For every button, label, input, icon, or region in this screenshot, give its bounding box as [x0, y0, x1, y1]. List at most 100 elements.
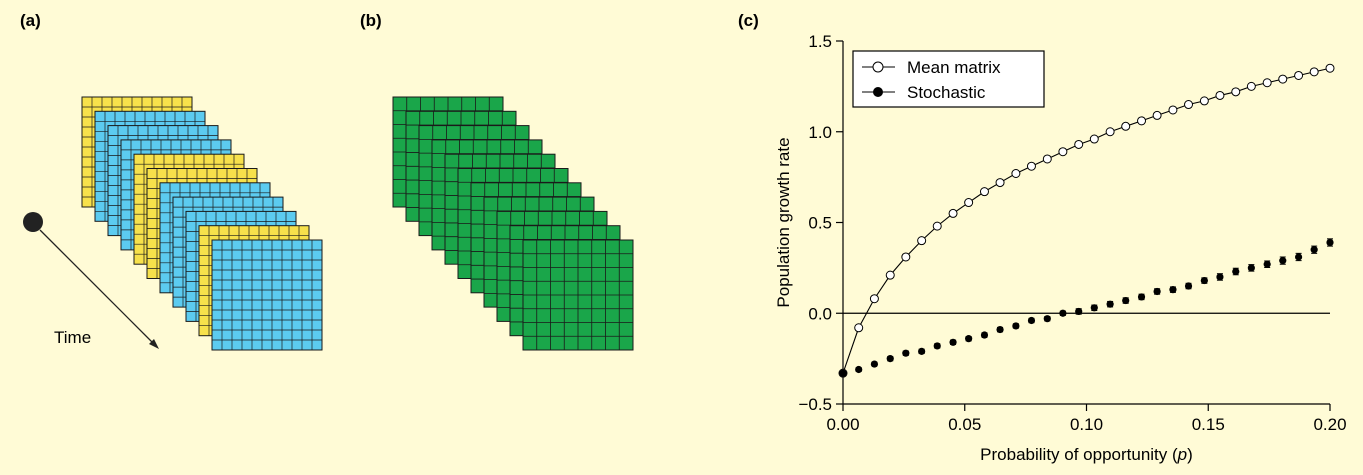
- stochastic-point: [980, 331, 989, 339]
- mean-matrix-point: [1309, 67, 1319, 77]
- stochastic-point: [1294, 253, 1303, 261]
- mean-matrix-point: [1058, 147, 1068, 157]
- x-tick-label: 0.10: [1070, 415, 1103, 434]
- legend-mean-marker: [872, 61, 884, 73]
- stochastic-point: [933, 342, 941, 350]
- mean-matrix-point: [1294, 70, 1304, 80]
- legend-box: [852, 50, 1045, 108]
- time-start-dot: [23, 212, 43, 232]
- legend-stochastic-marker: [873, 87, 883, 97]
- stochastic-point: [870, 360, 879, 368]
- y-tick-label: 0.0: [808, 304, 832, 323]
- chart-legend: Mean matrix Stochastic: [852, 50, 1045, 108]
- mean-matrix-point: [917, 236, 927, 246]
- x-tick-label: 0.20: [1313, 415, 1346, 434]
- stochastic-point: [1059, 309, 1067, 317]
- time-arrow-line: [39, 229, 156, 346]
- stochastic-point: [839, 369, 847, 377]
- panel-a-label: (a): [20, 11, 41, 30]
- matrix-gridlines: [212, 240, 322, 350]
- mean-matrix-point: [1042, 154, 1052, 164]
- x-axis-label-end: ): [1187, 445, 1193, 464]
- stochastic-point: [965, 335, 973, 343]
- mean-matrix-point: [1215, 90, 1225, 100]
- panel-a-matrix-11: [211, 239, 323, 351]
- mean-matrix-point: [1074, 139, 1084, 149]
- stochastic-point: [1279, 257, 1287, 265]
- stochastic-point: [1326, 238, 1334, 247]
- stochastic-point: [1310, 246, 1318, 254]
- stochastic-point: [1090, 304, 1098, 312]
- stochastic-point: [918, 347, 926, 355]
- mean-matrix-point: [948, 208, 958, 218]
- y-tick-label: 0.5: [808, 214, 832, 233]
- stochastic-point: [1216, 273, 1224, 281]
- x-axis-label: Probability of opportunity (p): [980, 445, 1193, 464]
- mean-matrix-point: [1011, 168, 1021, 178]
- y-axis-label: Population growth rate: [774, 137, 793, 307]
- stochastic-point: [1027, 316, 1036, 325]
- time-label: Time: [54, 328, 91, 347]
- mean-matrix-point: [1026, 161, 1036, 171]
- panel-b-label: (b): [360, 11, 382, 30]
- matrix-frame: [211, 239, 323, 351]
- stochastic-point: [1184, 282, 1193, 290]
- mean-matrix-point: [1231, 87, 1241, 97]
- stochastic-point: [1012, 322, 1020, 330]
- mean-matrix-point: [1325, 63, 1335, 73]
- y-tick-label: 1.0: [808, 123, 832, 142]
- stochastic-point: [1122, 296, 1130, 305]
- stochastic-point: [949, 338, 957, 346]
- mean-matrix-point: [869, 294, 879, 304]
- stochastic-point: [1153, 287, 1161, 296]
- mean-matrix-point: [964, 198, 974, 208]
- stochastic-point: [1232, 267, 1240, 276]
- mean-matrix-point: [1152, 110, 1162, 120]
- stochastic-point: [996, 325, 1004, 334]
- stochastic-point: [1247, 264, 1255, 272]
- mean-matrix-point: [885, 270, 895, 280]
- stochastic-point: [1200, 276, 1208, 285]
- panel-c-chart: −0.5 0.0 0.5 1.0 1.5 0.00 0.05 0.10 0.15 0.20 Mea…: [774, 32, 1347, 464]
- x-tick-label: 0.05: [948, 415, 981, 434]
- mean-matrix-point: [854, 323, 864, 333]
- y-tick-label: 1.5: [808, 32, 832, 51]
- mean-matrix-point: [1262, 78, 1272, 88]
- x-tick-label: 0.15: [1192, 415, 1225, 434]
- stochastic-point: [886, 355, 894, 363]
- panel-c-label: (c): [738, 11, 759, 30]
- stochastic-point: [1169, 286, 1177, 294]
- chart-series: [838, 63, 1335, 378]
- matrix-gridlines: [523, 240, 633, 350]
- mean-matrix-point: [1246, 81, 1256, 91]
- mean-matrix-point: [1105, 127, 1115, 137]
- stochastic-point: [1137, 293, 1146, 301]
- stochastic-point: [902, 349, 910, 357]
- mean-matrix-point: [979, 187, 989, 197]
- x-tick-label: 0.00: [826, 415, 859, 434]
- mean-matrix-point: [932, 221, 942, 231]
- mean-matrix-point: [995, 178, 1005, 188]
- mean-matrix-point: [901, 252, 911, 262]
- time-arrow-head: [149, 339, 159, 349]
- chart-axes: −0.5 0.0 0.5 1.0 1.5 0.00 0.05 0.10 0.15 0.20: [798, 32, 1346, 434]
- y-tick-label: −0.5: [798, 395, 832, 414]
- mean-matrix-point: [1184, 100, 1194, 110]
- mean-matrix-point: [1168, 105, 1178, 115]
- panel-b-matrix-stack: [392, 96, 634, 351]
- x-axis-label-variable: p: [1177, 445, 1187, 464]
- stochastic-point: [1106, 300, 1114, 308]
- stochastic-point: [1075, 307, 1083, 316]
- stochastic-point: [1263, 260, 1271, 268]
- mean-matrix-point: [1121, 121, 1131, 131]
- stochastic-point: [855, 365, 863, 374]
- mean-matrix-point: [1278, 74, 1288, 84]
- legend-mean-label: Mean matrix: [907, 58, 1001, 77]
- legend-stochastic-label: Stochastic: [907, 83, 986, 102]
- mean-matrix-point: [1199, 96, 1209, 106]
- mean-matrix-point: [1137, 116, 1147, 126]
- panel-a-matrix-stack: [81, 96, 323, 351]
- panel-b-matrix-11: [522, 239, 634, 351]
- mean-matrix-point: [1089, 134, 1099, 144]
